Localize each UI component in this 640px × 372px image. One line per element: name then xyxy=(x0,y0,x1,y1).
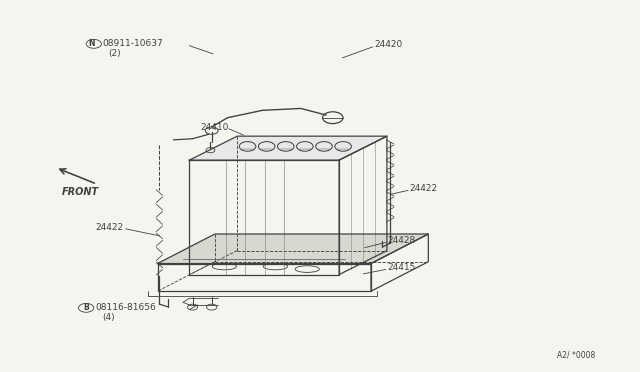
Polygon shape xyxy=(157,234,428,263)
Text: B: B xyxy=(83,303,89,312)
Text: 08116-81656: 08116-81656 xyxy=(96,303,156,312)
Text: N: N xyxy=(88,39,95,48)
Text: 24422: 24422 xyxy=(95,223,123,232)
Polygon shape xyxy=(189,136,387,160)
Text: 24415: 24415 xyxy=(387,263,415,272)
Text: 24410: 24410 xyxy=(201,123,229,132)
Text: FRONT: FRONT xyxy=(62,187,99,197)
Text: A2/ *0008: A2/ *0008 xyxy=(557,350,595,360)
Text: (4): (4) xyxy=(102,312,115,321)
Text: 24428: 24428 xyxy=(387,236,415,245)
Text: 24420: 24420 xyxy=(374,41,403,49)
Text: 24422: 24422 xyxy=(409,185,437,193)
Text: 08911-10637: 08911-10637 xyxy=(102,39,163,48)
Text: (2): (2) xyxy=(108,49,121,58)
